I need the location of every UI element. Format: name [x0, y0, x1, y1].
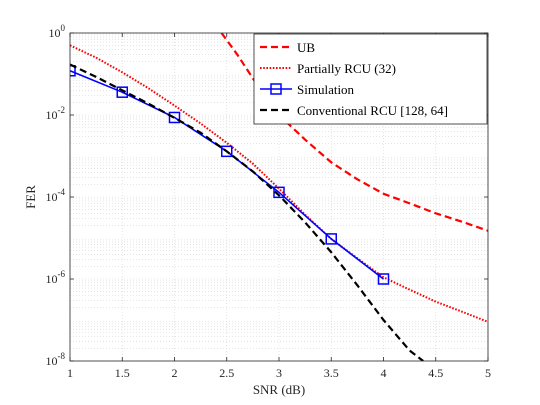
legend-label: Simulation	[297, 82, 355, 97]
legend-label: Partially RCU (32)	[297, 61, 396, 76]
data-point-marker	[273, 186, 285, 199]
x-tick-label: 3	[276, 366, 282, 380]
x-tick-label: 2.5	[219, 366, 234, 380]
legend-box	[253, 33, 488, 125]
y-tick-label: 10-8	[46, 351, 66, 368]
y-tick-label: 10-2	[46, 105, 66, 122]
x-tick-label: 4	[381, 366, 387, 380]
x-tick-label: 1.5	[115, 366, 130, 380]
legend-marker	[270, 83, 282, 95]
data-point-marker	[168, 111, 181, 124]
y-tick-label: 10-4	[46, 187, 66, 204]
y-axis-title: FER	[23, 185, 38, 209]
series-line	[70, 63, 424, 361]
legend-label: UB	[297, 40, 315, 55]
data-point-marker	[70, 65, 76, 77]
x-axis-title: SNR (dB)	[253, 382, 305, 397]
y-tick-label: 10-6	[46, 269, 66, 286]
data-point-marker	[221, 145, 233, 158]
axis-ticks: 1 1.5 2 2.5 3 3.5 4 4.5 5 100 10-2 10-4 10-6 10-8	[46, 23, 492, 380]
legend-label: Conventional RCU [128, 64]	[297, 103, 448, 118]
x-tick-label: 4.5	[428, 366, 443, 380]
legend: UB Partially RCU (32) Simulation Convention…	[253, 33, 488, 125]
series-1	[70, 44, 488, 323]
y-tick-label: 100	[49, 23, 66, 40]
data-point-marker	[116, 86, 128, 98]
data-point-marker	[325, 233, 337, 245]
data-point-marker	[377, 273, 390, 285]
series-3	[70, 63, 424, 361]
x-tick-label: 2	[172, 366, 178, 380]
x-tick-label: 1	[67, 366, 73, 380]
x-tick-label: 5	[485, 366, 491, 380]
series-line	[70, 44, 488, 323]
x-tick-label: 3.5	[324, 366, 339, 380]
